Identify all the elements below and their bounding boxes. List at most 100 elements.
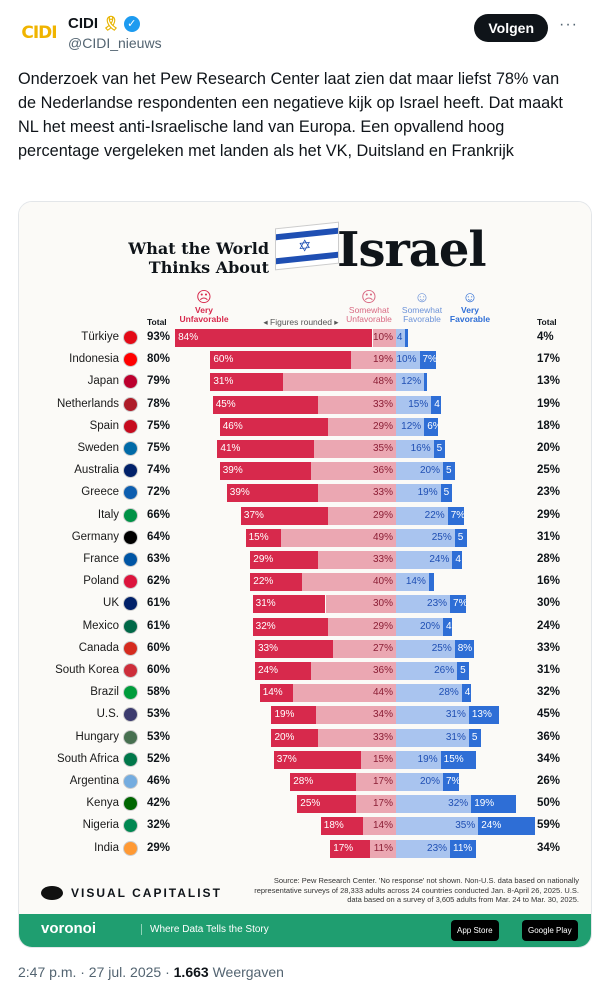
bar-very-unfavorable: 32% bbox=[252, 617, 328, 636]
unfavorable-total-label: 74% bbox=[147, 464, 171, 477]
country-label: Netherlands bbox=[56, 397, 119, 410]
tweet-header: CIDI CIDI 🎗 ✓ @CIDI_nieuws Volgen ··· bbox=[18, 12, 578, 56]
timestamp-text[interactable]: 2:47 p.m. · 27 jul. 2025 · bbox=[18, 964, 174, 980]
bar-somewhat-unfavorable: 40% bbox=[302, 573, 396, 592]
very-favorable-face-icon: ☺ bbox=[462, 289, 478, 306]
bar-somewhat-unfavorable: 49% bbox=[280, 528, 396, 547]
bar-very-favorable: 7% bbox=[447, 506, 465, 525]
col-header-total: Total bbox=[147, 317, 167, 327]
unfavorable-total-label: 75% bbox=[147, 419, 171, 432]
bar-somewhat-unfavorable: 30% bbox=[325, 595, 396, 614]
bar-somewhat-favorable: 23% bbox=[396, 839, 451, 858]
bar-somewhat-unfavorable: 27% bbox=[332, 639, 396, 658]
follow-button[interactable]: Volgen bbox=[474, 14, 548, 42]
account-name-row[interactable]: CIDI 🎗 ✓ bbox=[68, 15, 140, 32]
chart-row: India 29% 17% 11% 23% 11% 34% bbox=[19, 838, 591, 860]
bar-somewhat-favorable: 4 bbox=[396, 329, 406, 347]
bar-somewhat-favorable: 23% bbox=[396, 595, 451, 614]
favorable-total-label: 33% bbox=[537, 641, 561, 654]
bar-very-unfavorable: 24% bbox=[255, 662, 312, 680]
bar-somewhat-unfavorable: 36% bbox=[311, 462, 396, 481]
bar-very-favorable: 19% bbox=[471, 795, 516, 814]
chart-row: Mexico 61% 32% 29% 20% 4 24% bbox=[19, 616, 591, 638]
somewhat-favorable-face-icon: ☺ bbox=[414, 289, 430, 306]
bar-somewhat-favorable: 31% bbox=[396, 706, 469, 725]
unfavorable-total-label: 61% bbox=[147, 619, 171, 632]
bar-somewhat-favorable: 20% bbox=[396, 462, 443, 481]
country-flag-icon bbox=[123, 574, 138, 590]
unfavorable-total-label: 52% bbox=[147, 752, 171, 765]
bar-somewhat-favorable: 20% bbox=[396, 617, 443, 636]
unfavorable-total-label: 53% bbox=[147, 730, 171, 743]
chart-row: South Korea 60% 24% 36% 26% 5 31% bbox=[19, 660, 591, 682]
bar-very-favorable: 5 bbox=[433, 440, 446, 458]
country-flag-icon bbox=[123, 796, 138, 812]
country-label: Germany bbox=[71, 530, 119, 543]
bar-somewhat-unfavorable: 15% bbox=[360, 750, 396, 769]
favorable-total-label: 19% bbox=[537, 397, 561, 410]
chart-row: Argentina 46% 28% 17% 20% 7% 26% bbox=[19, 771, 591, 793]
favorable-total-label: 20% bbox=[537, 442, 561, 454]
favorable-total-label: 23% bbox=[537, 486, 561, 499]
source-note: Source: Pew Research Center. 'No respons… bbox=[254, 876, 579, 904]
tweet-timestamp: 2:47 p.m. · 27 jul. 2025 · 1.663 Weergav… bbox=[18, 964, 284, 980]
favorable-total-label: 4% bbox=[537, 331, 554, 343]
bar-very-favorable: 11% bbox=[450, 839, 476, 858]
bar-very-unfavorable: 84% bbox=[175, 329, 373, 347]
bar-somewhat-unfavorable: 14% bbox=[363, 817, 396, 836]
country-label: UK bbox=[103, 597, 119, 610]
country-label: South Korea bbox=[55, 664, 119, 676]
bar-somewhat-unfavorable: 33% bbox=[318, 728, 396, 747]
bar-somewhat-unfavorable: 33% bbox=[318, 484, 396, 503]
chart-row: Netherlands 78% 45% 33% 15% 4 19% bbox=[19, 394, 591, 416]
infographic-image[interactable]: What the World Thinks About ✡ Israel Tot… bbox=[18, 201, 592, 948]
bar-very-unfavorable: 39% bbox=[226, 484, 319, 503]
col-header-very-unfavorable: ☹ Very Unfavorable bbox=[179, 289, 229, 324]
bar-somewhat-unfavorable: 17% bbox=[356, 795, 396, 814]
more-options-icon[interactable]: ··· bbox=[559, 16, 578, 33]
bar-somewhat-favorable: 26% bbox=[396, 662, 458, 680]
country-flag-icon bbox=[123, 374, 138, 390]
footer-tagline: Where Data Tells the Story bbox=[141, 924, 269, 935]
bar-somewhat-unfavorable: 29% bbox=[327, 506, 396, 525]
bar-somewhat-favorable: 12% bbox=[396, 417, 425, 436]
bar-very-favorable bbox=[424, 373, 428, 392]
bar-somewhat-favorable: 15% bbox=[396, 395, 432, 414]
bar-somewhat-unfavorable: 29% bbox=[327, 617, 396, 636]
bar-somewhat-favorable: 19% bbox=[396, 750, 441, 769]
unfavorable-total-label: 46% bbox=[147, 775, 171, 787]
verified-badge-icon: ✓ bbox=[123, 15, 140, 32]
unfavorable-total-label: 63% bbox=[147, 553, 171, 565]
favorable-total-label: 50% bbox=[537, 797, 561, 810]
chart-row: Greece 72% 39% 33% 19% 5 23% bbox=[19, 482, 591, 504]
chart-row: Spain 75% 46%29%12%6% 18% bbox=[19, 416, 591, 438]
bar-very-unfavorable: 20% bbox=[271, 728, 319, 747]
country-label: Italy bbox=[97, 508, 119, 521]
favorable-total-label: 59% bbox=[537, 819, 561, 832]
chart-row: Sweden 75% 41% 35% 16% 5 20% bbox=[19, 438, 591, 460]
account-name[interactable]: CIDI bbox=[68, 15, 98, 32]
country-label: Sweden bbox=[77, 442, 119, 454]
country-flag-icon bbox=[123, 485, 138, 501]
visual-capitalist-brand: VISUAL CAPITALIST bbox=[41, 886, 222, 900]
col-header-very-favorable: ☺ Very Favorable bbox=[447, 290, 493, 324]
bar-very-favorable: 5 bbox=[454, 528, 467, 547]
unfavorable-total-label: 80% bbox=[147, 353, 171, 366]
country-label: South Africa bbox=[56, 752, 119, 765]
account-handle[interactable]: @CIDI_nieuws bbox=[68, 35, 162, 51]
app-store-badge: App Store bbox=[451, 920, 499, 941]
bar-very-favorable: 13% bbox=[468, 706, 500, 725]
chart-row: Kenya 42% 25% 17% 32% 19% 50% bbox=[19, 793, 591, 815]
favorable-total-label: 29% bbox=[537, 508, 561, 521]
bar-very-unfavorable: 60% bbox=[210, 351, 352, 370]
bar-very-unfavorable: 22% bbox=[250, 573, 302, 592]
account-avatar[interactable]: CIDI bbox=[21, 23, 57, 43]
bar-somewhat-unfavorable: 36% bbox=[311, 662, 396, 680]
country-label: Canada bbox=[78, 641, 119, 654]
bar-very-favorable: 8% bbox=[454, 639, 474, 658]
col-header-total-favorable: Total bbox=[537, 317, 557, 327]
infographic-subtitle: What the World Thinks About bbox=[128, 239, 269, 277]
country-flag-icon bbox=[123, 441, 138, 456]
col-header-somewhat-unfavorable: ☹ Somewhat Unfavorable bbox=[344, 290, 394, 324]
bar-somewhat-unfavorable: 19% bbox=[351, 351, 396, 370]
